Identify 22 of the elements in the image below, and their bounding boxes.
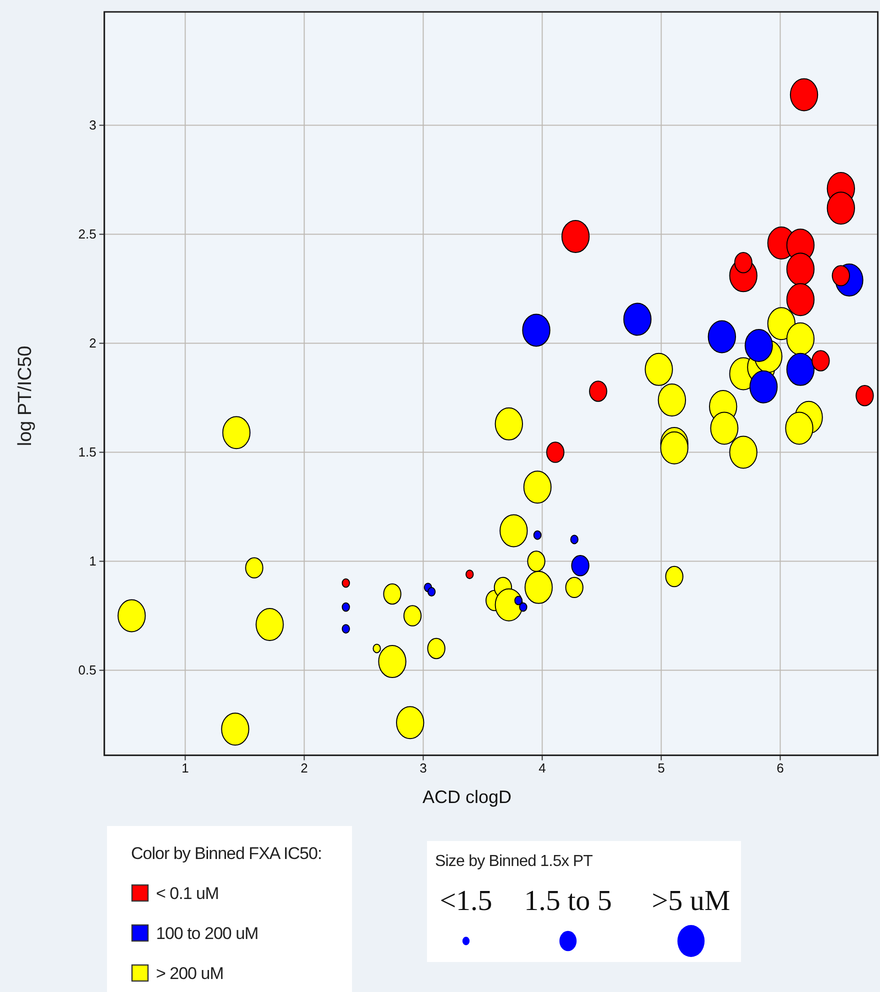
legend-label: 100 to 200 uM — [156, 924, 258, 943]
legend-label: >5 uM — [652, 885, 730, 917]
x-tick-label: 4 — [538, 760, 546, 776]
legend-label: > 200 uM — [156, 964, 224, 983]
legend-label: < 0.1 uM — [156, 884, 219, 903]
y-axis-title: log PT/IC50 — [15, 346, 36, 446]
y-tick-label: 2.5 — [78, 226, 96, 242]
legend-label: <1.5 — [440, 885, 492, 917]
legend-label: 1.5 to 5 — [524, 885, 612, 917]
x-axis-title: ACD clogD — [422, 787, 512, 807]
y-tick-label: 2 — [89, 335, 96, 350]
y-tick-label: 1 — [89, 553, 96, 568]
y-tick-label: 1.5 — [78, 444, 96, 460]
text: Size by Binned 1.5x PT — [435, 853, 594, 870]
x-tick-label: 5 — [658, 760, 665, 776]
x-tick-label: 1 — [182, 760, 189, 776]
x-tick-label: 2 — [300, 760, 308, 776]
x-tick-label: 6 — [776, 760, 784, 776]
x-tick-label: 3 — [420, 760, 427, 776]
y-tick-label: 0.5 — [78, 662, 96, 678]
legend-title: Color by Binned FXA IC50: — [131, 844, 322, 863]
y-tick-label: 3 — [89, 117, 96, 132]
